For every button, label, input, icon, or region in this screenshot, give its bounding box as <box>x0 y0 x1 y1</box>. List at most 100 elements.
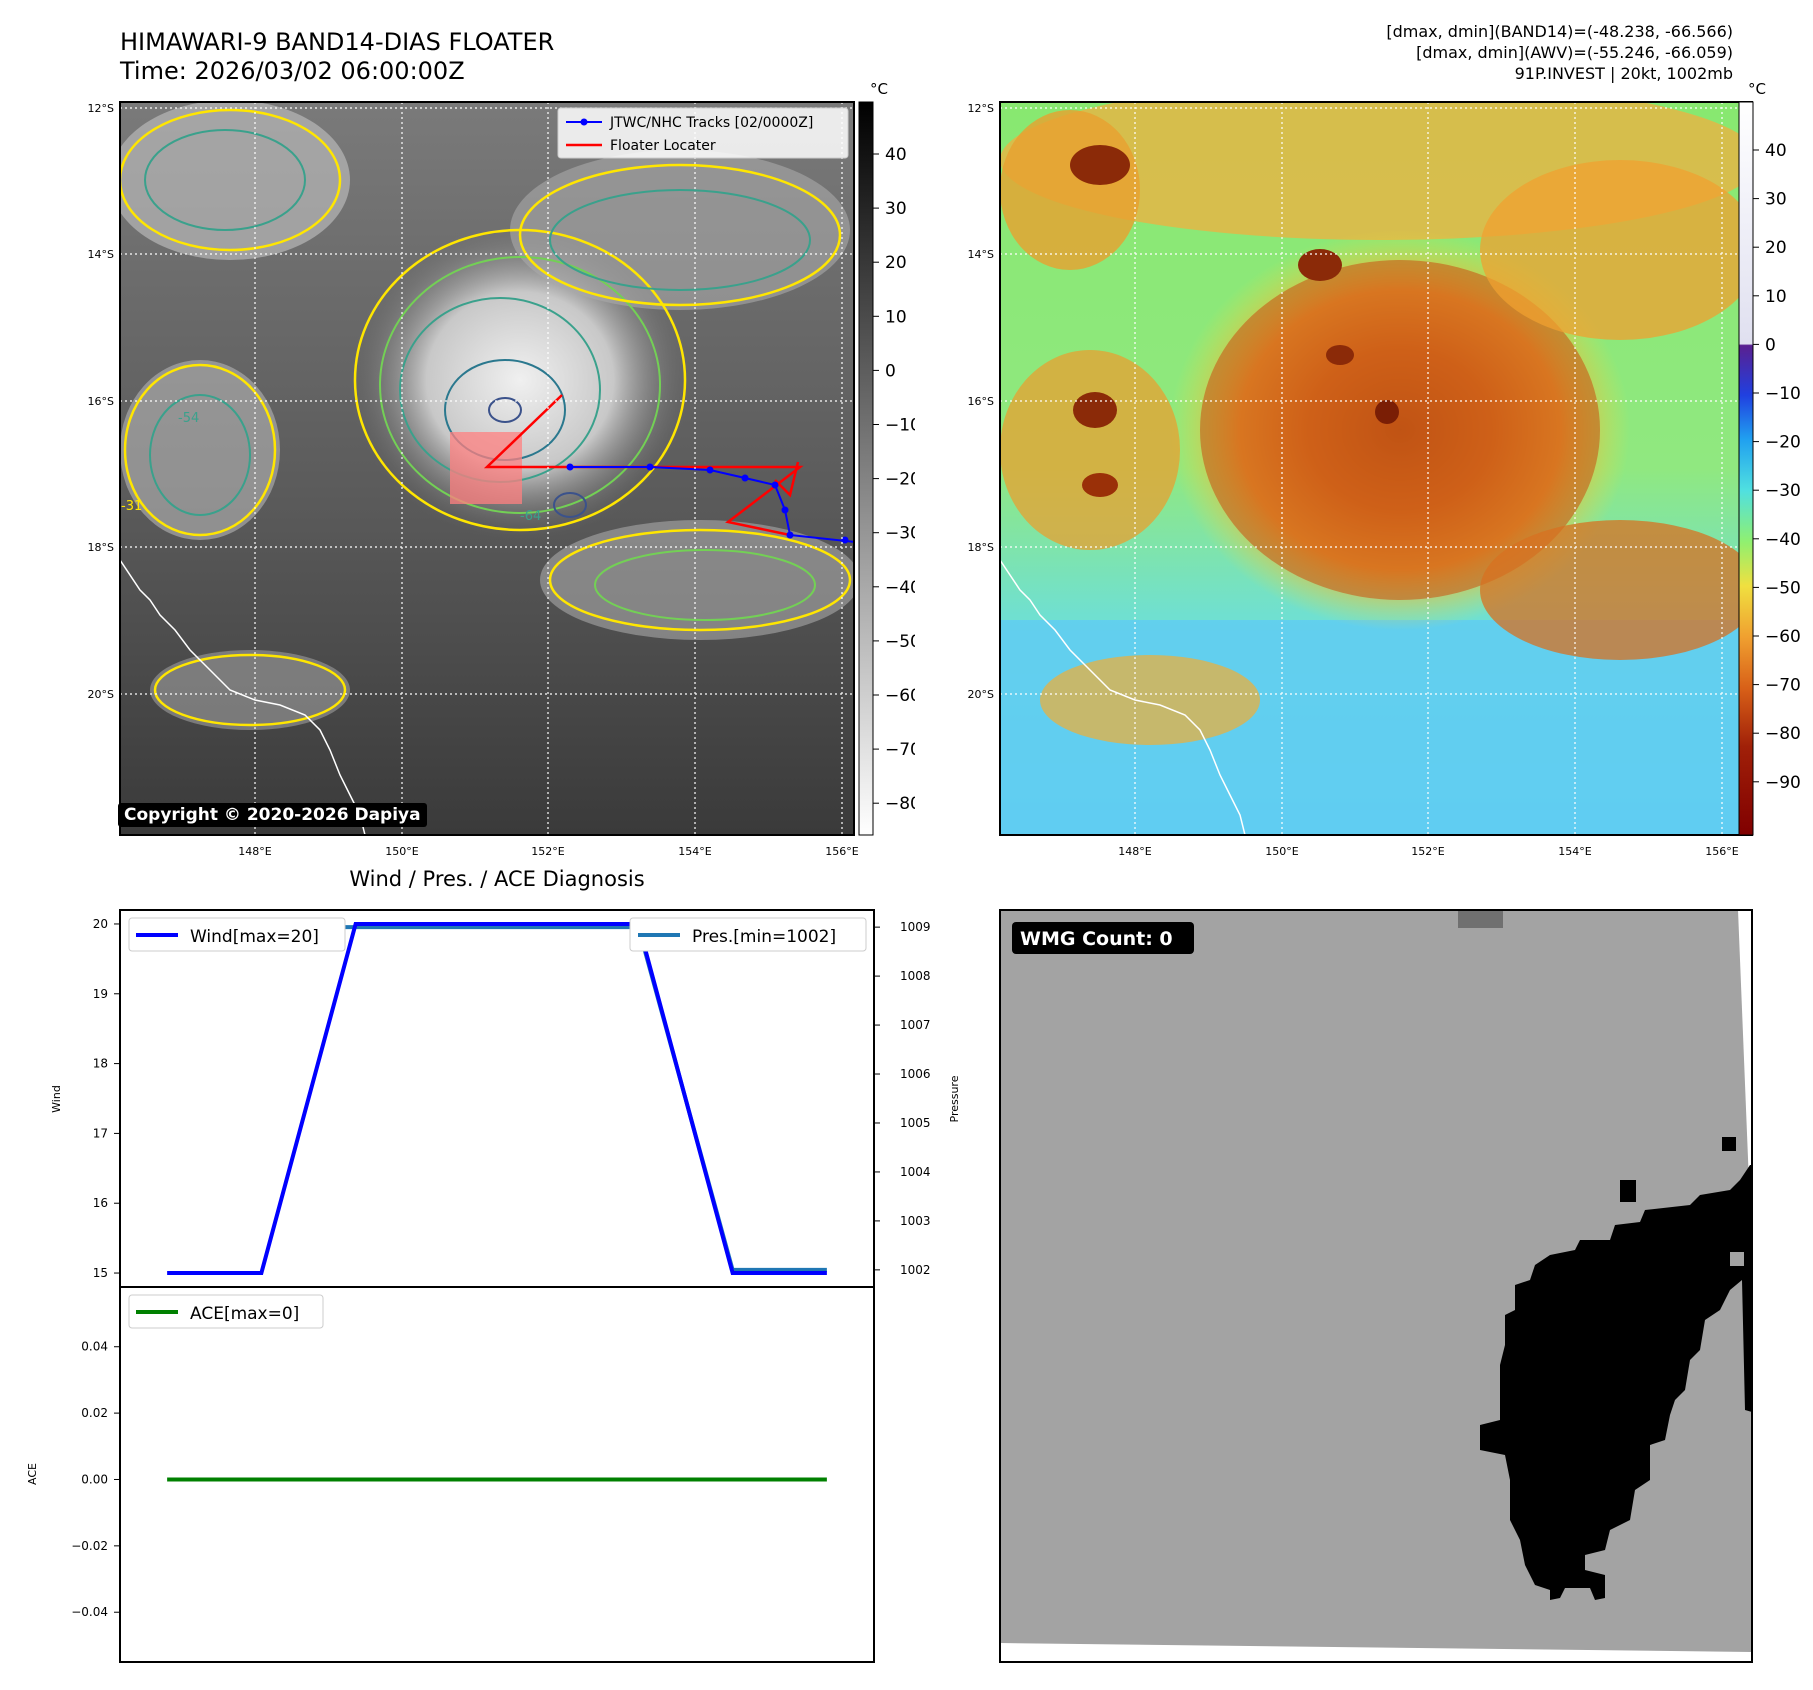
ir-lon-154e: 154°E <box>678 845 711 858</box>
colorbar-awv-tick-label: −90 <box>1765 773 1801 793</box>
colorbar-gray-tick-label: 0 <box>885 361 896 381</box>
ir-lon-156e: 156°E <box>825 845 858 858</box>
storm-info: 91P.INVEST | 20kt, 1002mb <box>1514 64 1733 83</box>
colorbar-awv-tick-label: −40 <box>1765 530 1801 550</box>
colorbar-gray-tick-label: −30 <box>885 524 915 544</box>
colorbar-awv-tick-label: 40 <box>1765 141 1787 161</box>
ace-axes <box>119 1286 875 1663</box>
colorbar-gray-tick-label: −50 <box>885 632 915 652</box>
pressure-axis-tick-label: 1003 <box>900 1214 931 1228</box>
copyright-badge: Copyright © 2020-2026 Dapiya <box>118 803 427 827</box>
ace-legend-label: ACE[max=0] <box>190 1304 299 1324</box>
wind-axis-tick-label: 15 <box>93 1266 108 1280</box>
ace-axis-tick-label: 0.02 <box>81 1406 108 1420</box>
pressure-axis-tick-label: 1008 <box>900 969 931 983</box>
awv-map-panel: 12°S 14°S 16°S 18°S 20°S 148°E 150°E 152… <box>968 101 1753 858</box>
figure-title: HIMAWARI-9 BAND14-DIAS FLOATER <box>120 28 555 56</box>
pressure-axis-tick-label: 1004 <box>900 1165 931 1179</box>
colorbar-awv-tick-label: −20 <box>1765 433 1801 453</box>
awv-lon-148e: 148°E <box>1118 845 1151 858</box>
ir-lon-148e: 148°E <box>238 845 271 858</box>
pressure-axis-label: Pressure <box>948 1075 961 1122</box>
wind-axis-tick-label: 16 <box>93 1196 108 1210</box>
awv-lat-14s: 14°S <box>968 248 994 261</box>
figure-time: Time: 2026/03/02 06:00:00Z <box>120 57 465 85</box>
pressure-axis-tick-label: 1007 <box>900 1018 931 1032</box>
stats-band14: [dmax, dmin](BAND14)=(-48.238, -66.566) <box>1386 22 1733 41</box>
colorbar-gray-tick-label: −60 <box>885 686 915 706</box>
stats-awv: [dmax, dmin](AWV)=(-55.246, -66.059) <box>1416 43 1733 62</box>
ir-lon-150e: 150°E <box>385 845 418 858</box>
ace-legend: ACE[max=0] <box>128 1294 324 1329</box>
diagnosis-chart: 20 19 18 17 16 15 1009 1008 1007 1006 1005 1004 100… <box>26 909 961 1663</box>
pres-legend: Pres.[min=1002] <box>629 917 867 952</box>
colorbar-gray-tick-label: 30 <box>885 199 907 219</box>
colorbar-gray-tick-label: 10 <box>885 307 907 327</box>
awv-lat-18s: 18°S <box>968 541 994 554</box>
colorbar-awv-tick-label: 10 <box>1765 287 1787 307</box>
ir-map-legend: JTWC/NHC Tracks [02/0000Z] Floater Locat… <box>557 107 849 159</box>
ace-axis-tick-label: −0.04 <box>71 1605 108 1619</box>
contour-label-64: -64 <box>520 509 541 524</box>
pressure-axis-tick-label: 1005 <box>900 1116 931 1130</box>
colorbar-awv-tick-label: −70 <box>1765 676 1801 696</box>
awv-lon-156e: 156°E <box>1705 845 1738 858</box>
ace-axis-label: ACE <box>26 1463 39 1485</box>
wind-axis-label: Wind <box>50 1085 63 1113</box>
wind-series-line <box>167 921 827 1276</box>
colorbar-awv-tick-label: −10 <box>1765 384 1801 404</box>
colorbar-awv-unit: °C <box>1748 80 1766 98</box>
diagnosis-title: Wind / Pres. / ACE Diagnosis <box>349 867 645 891</box>
wind-legend: Wind[max=20] <box>128 917 346 952</box>
ir-lat-18s: 18°S <box>88 541 114 554</box>
colorbar-gray: °C 40 30 20 10 0 −10 −20 −30 −40 −50 −60 −70 −80 <box>858 80 915 836</box>
colorbar-awv-tick-label: −60 <box>1765 627 1801 647</box>
awv-lon-154e: 154°E <box>1558 845 1591 858</box>
colorbar-awv-tick-label: −50 <box>1765 578 1801 598</box>
ir-lat-12s: 12°S <box>88 102 114 115</box>
ir-lat-16s: 16°S <box>88 395 114 408</box>
pres-legend-label: Pres.[min=1002] <box>692 927 836 947</box>
awv-lat-16s: 16°S <box>968 395 994 408</box>
ace-axis-tick-label: 0.04 <box>81 1340 108 1354</box>
ir-lon-152e: 152°E <box>531 845 564 858</box>
ir-lat-14s: 14°S <box>88 248 114 261</box>
ir-map-panel: -64 -54 -31 12°S 14°S 16°S 18°S 20°S 148… <box>88 101 859 858</box>
legend-floater-label: Floater Locater <box>610 138 716 154</box>
contour-label-31: -31 <box>121 499 142 514</box>
colorbar-gray-tick-label: −40 <box>885 578 915 598</box>
colorbar-gray-tick-label: −70 <box>885 740 915 760</box>
colorbar-gray-tick-label: 20 <box>885 253 907 273</box>
colorbar-awv: °C 40 30 20 10 0 −10 −20 −30 −40 −50 −60 −70 −80 −90 <box>1738 80 1801 836</box>
colorbar-gray-tick-label: 40 <box>885 145 907 165</box>
contour-label-54: -54 <box>178 411 199 426</box>
pressure-axis-tick-label: 1006 <box>900 1067 931 1081</box>
colorbar-gray-tick-label: −20 <box>885 470 915 490</box>
wind-legend-label: Wind[max=20] <box>190 927 319 947</box>
colorbar-awv-tick-label: −80 <box>1765 724 1801 744</box>
colorbar-gray-tick-label: −80 <box>885 794 915 814</box>
colorbar-awv-tick-label: 0 <box>1765 335 1776 355</box>
awv-lat-12s: 12°S <box>968 102 994 115</box>
pressure-axis-tick-label: 1009 <box>900 920 931 934</box>
wmg-count-label: WMG Count: 0 <box>1020 928 1173 950</box>
pressure-axis-tick-label: 1002 <box>900 1263 931 1277</box>
wind-axis-tick-label: 20 <box>93 917 108 931</box>
colorbar-awv-tick-label: 20 <box>1765 238 1787 258</box>
wind-axis-tick-label: 19 <box>93 987 108 1001</box>
legend-track-marker <box>580 118 588 126</box>
ace-axis-tick-label: −0.02 <box>71 1539 108 1553</box>
awv-lat-20s: 20°S <box>968 688 994 701</box>
legend-track-label: JTWC/NHC Tracks [02/0000Z] <box>609 115 813 131</box>
wmg-count-badge <box>1012 922 1194 954</box>
colorbar-awv-tick-label: 30 <box>1765 190 1787 210</box>
awv-lon-150e: 150°E <box>1265 845 1298 858</box>
ace-axis-tick-label: 0.00 <box>81 1472 108 1486</box>
awv-lon-152e: 152°E <box>1411 845 1444 858</box>
wind-axis-tick-label: 17 <box>93 1126 108 1140</box>
wind-axis-tick-label: 18 <box>93 1057 108 1071</box>
colorbar-gray-unit: °C <box>870 80 888 98</box>
colorbar-awv-tick-label: −30 <box>1765 481 1801 501</box>
ir-lat-20s: 20°S <box>88 688 114 701</box>
